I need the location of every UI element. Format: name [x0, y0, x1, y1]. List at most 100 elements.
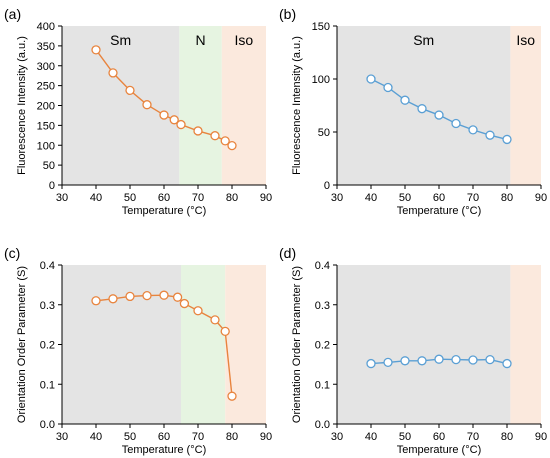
data-point [366, 358, 376, 369]
y-tick-label: 50 [43, 160, 55, 172]
phase-region [510, 26, 541, 185]
x-tick-label: 50 [124, 192, 136, 204]
y-axis-title: Orientation Order Parameter (S) [291, 266, 303, 423]
data-point [179, 298, 190, 309]
panel-label: (a) [4, 6, 21, 22]
panel-0: Sm N Iso 30 40 50 60 70 80 90 0 50 100 150 200 250 300 35… [4, 6, 272, 217]
data-point [366, 74, 376, 84]
data-point [125, 291, 135, 302]
y-tick-label: 150 [312, 21, 330, 33]
phase-label: Iso [235, 32, 254, 48]
x-tick-label: 90 [535, 192, 547, 204]
y-tick-label: 0.2 [40, 340, 55, 352]
x-tick-label: 70 [192, 431, 204, 443]
panel-2: 30 40 50 60 70 80 90 0.0 0.1 0.2 0.3 0.4 Temperature… [4, 245, 272, 456]
y-axis-title: Fluorescence Intensity (a.u.) [291, 36, 303, 175]
y-tick-label: 0 [49, 180, 55, 192]
data-point [210, 131, 220, 141]
x-tick-label: 70 [467, 431, 479, 443]
data-point [142, 100, 152, 110]
x-tick-label: 80 [501, 192, 513, 204]
data-point [91, 296, 101, 306]
data-point [108, 294, 118, 304]
y-tick-label: 100 [312, 74, 330, 86]
data-point [485, 354, 495, 365]
phase-region [181, 265, 226, 424]
data-point [417, 356, 427, 366]
y-tick-label: 400 [37, 21, 55, 33]
x-tick-label: 70 [467, 192, 479, 204]
panel-label: (c) [4, 245, 20, 261]
x-tick-label: 70 [192, 192, 204, 204]
x-axis-title: Temperature (°C) [122, 444, 206, 456]
y-tick-label: 0.4 [40, 260, 55, 272]
y-tick-label: 0.0 [40, 419, 55, 431]
panel-1: Sm Iso 30 40 50 60 70 80 90 0 50 100 150 Temperature … [279, 6, 547, 217]
y-tick-label: 250 [37, 81, 55, 93]
data-point [227, 140, 237, 151]
data-point [383, 82, 393, 93]
x-tick-label: 50 [399, 192, 411, 204]
data-point [502, 358, 512, 369]
data-point [220, 136, 230, 146]
y-tick-label: 100 [37, 140, 55, 152]
data-point [227, 391, 237, 401]
data-point [210, 315, 220, 325]
x-tick-label: 60 [158, 192, 170, 204]
y-tick-label: 0.3 [40, 300, 55, 312]
x-tick-label: 80 [226, 431, 238, 443]
y-tick-label: 0.1 [315, 379, 330, 391]
data-point [400, 356, 410, 366]
y-tick-label: 200 [37, 101, 55, 113]
phase-label: Sm [413, 32, 434, 48]
data-point [468, 125, 478, 135]
x-tick-label: 80 [501, 431, 513, 443]
x-tick-label: 50 [399, 431, 411, 443]
x-tick-label: 90 [535, 431, 547, 443]
data-point [417, 104, 427, 114]
data-point [383, 357, 393, 368]
data-point [159, 290, 169, 300]
data-point [142, 290, 152, 301]
data-point [176, 119, 186, 130]
x-tick-label: 30 [331, 431, 343, 443]
x-tick-label: 40 [90, 192, 102, 204]
x-tick-label: 40 [365, 431, 377, 443]
panel-3: 30 40 50 60 70 80 90 0.0 0.1 0.2 0.3 0.4 Temperature… [279, 245, 547, 456]
panel-label: (d) [279, 245, 296, 261]
x-tick-label: 80 [226, 192, 238, 204]
y-tick-label: 350 [37, 41, 55, 53]
data-point [451, 118, 461, 129]
x-tick-label: 60 [433, 431, 445, 443]
panel-label: (b) [279, 6, 296, 22]
data-point [400, 95, 410, 105]
data-point [193, 126, 203, 136]
data-point [220, 326, 230, 337]
data-point [193, 306, 203, 316]
y-tick-label: 0.3 [315, 300, 330, 312]
x-tick-label: 30 [56, 431, 68, 443]
data-point [434, 354, 444, 364]
data-point [468, 355, 478, 365]
x-tick-label: 60 [158, 431, 170, 443]
phase-region [179, 26, 222, 185]
phase-label: Sm [110, 32, 131, 48]
data-point [172, 292, 183, 302]
y-tick-label: 0 [324, 180, 330, 192]
data-point [502, 134, 512, 145]
data-point [169, 115, 179, 125]
y-tick-label: 50 [318, 127, 330, 139]
phase-label: Iso [516, 32, 535, 48]
x-axis-title: Temperature (°C) [397, 444, 481, 456]
phase-region [221, 26, 266, 185]
data-point [108, 68, 118, 78]
phase-region [337, 265, 511, 424]
y-tick-label: 300 [37, 61, 55, 73]
data-point [485, 130, 495, 140]
y-axis-title: Fluorescence Intensity (a.u.) [16, 36, 28, 175]
x-tick-label: 90 [260, 431, 272, 443]
x-tick-label: 40 [365, 192, 377, 204]
x-tick-label: 30 [331, 192, 343, 204]
x-axis-title: Temperature (°C) [397, 205, 481, 217]
